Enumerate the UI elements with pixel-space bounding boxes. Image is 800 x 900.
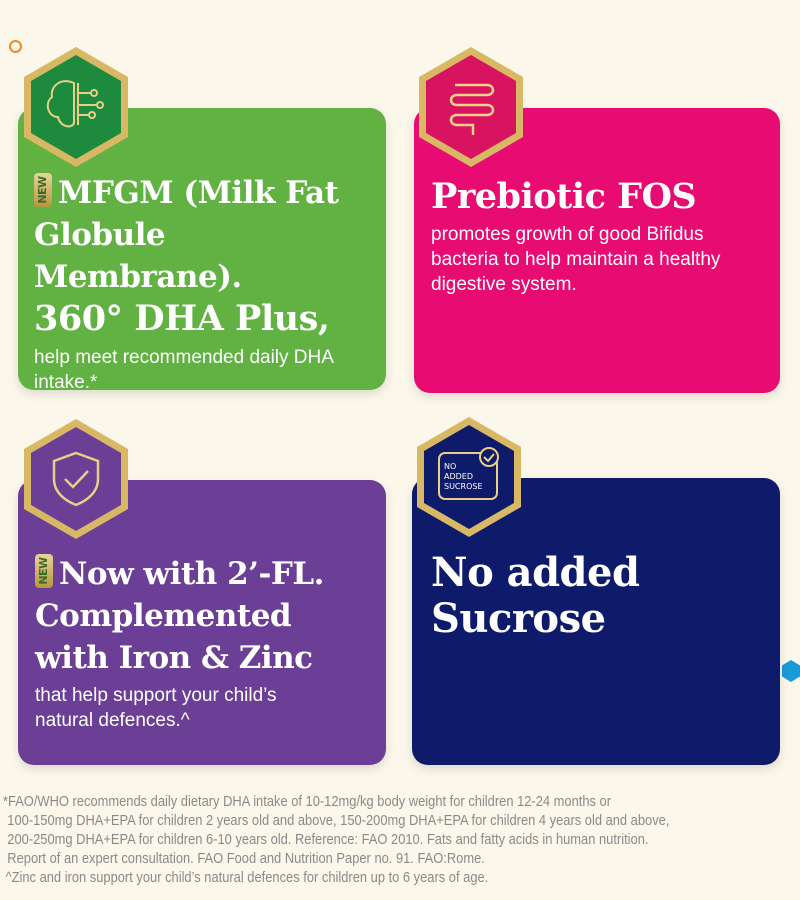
footnote-line: Report of an expert consultation. FAO Fo… [7, 850, 485, 867]
new-badge: NEW [35, 554, 53, 588]
svg-text:NO: NO [444, 462, 456, 471]
footnote-line: *FAO/WHO recommends daily dietary DHA in… [3, 793, 612, 810]
svg-text:SUCROSE: SUCROSE [444, 482, 483, 491]
decorative-hexagon [782, 660, 800, 682]
card-title: Prebiotic FOS [431, 176, 697, 217]
card-body: promotes growth of good Bifidus bacteria… [431, 224, 721, 295]
no-added-sucrose-icon: NO ADDED SUCROSE [417, 417, 521, 537]
shield-check-icon [24, 419, 128, 539]
footnote-line: 200-250mg DHA+EPA for children 6-10 year… [7, 831, 649, 848]
new-badge: NEW [34, 173, 52, 207]
decorative-circle [9, 40, 22, 53]
footnotes: *FAO/WHO recommends daily dietary DHA in… [3, 792, 777, 887]
brain-circuit-icon [24, 47, 128, 167]
card-title: NEW Now with 2’-FL. Complemented with Iron … [35, 554, 324, 676]
card-title: No added Sucrose [431, 549, 640, 642]
footnote-line: ^Zinc and iron support your child’s natu… [5, 869, 489, 886]
card-mfgm: NEW MFGM (Milk Fat Globule Membrane). 360° … [18, 108, 386, 393]
footnote-line: 100-150mg DHA+EPA for children 2 years o… [7, 812, 670, 829]
card-body: help meet recommended daily DHA intake.* [34, 347, 333, 393]
svg-text:ADDED: ADDED [444, 472, 473, 481]
card-body: that help support your child’s natural d… [35, 685, 277, 731]
intestine-icon [419, 47, 523, 167]
card-title: NEW MFGM (Milk Fat Globule Membrane). 360° … [34, 173, 339, 339]
